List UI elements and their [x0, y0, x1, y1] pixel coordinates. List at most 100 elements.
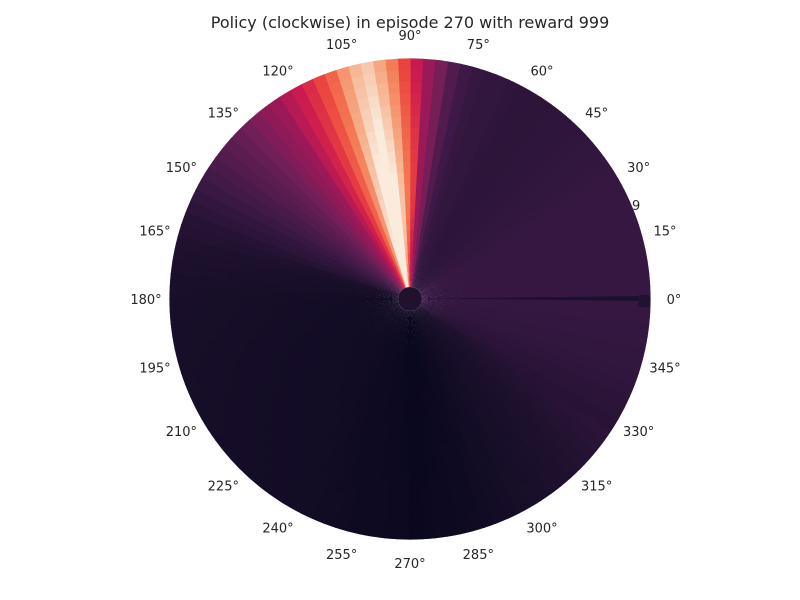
heatmap-cell	[272, 305, 285, 314]
heatmap-cell	[430, 282, 443, 290]
heatmap-cell	[338, 505, 355, 521]
heatmap-cell	[474, 320, 488, 329]
heatmap-cell	[478, 298, 491, 304]
heatmap-cell	[338, 77, 355, 93]
heatmap-cell	[474, 360, 488, 373]
heatmap-cell	[442, 329, 454, 341]
heatmap-cell	[501, 187, 516, 203]
heatmap-cell	[391, 242, 399, 256]
heatmap-cell	[386, 295, 399, 298]
heatmap-cell	[398, 493, 411, 506]
heatmap-cell	[416, 435, 427, 449]
heatmap-cell	[482, 367, 496, 381]
heatmap-cell	[389, 285, 400, 294]
heatmap-cell	[409, 413, 417, 426]
heatmap-cell	[239, 262, 254, 275]
heatmap-cell	[216, 267, 230, 281]
heatmap-cell	[409, 402, 417, 415]
heatmap-cell	[433, 293, 446, 297]
heatmap-cell	[364, 500, 379, 515]
heatmap-cell	[297, 235, 311, 248]
heatmap-cell	[183, 332, 198, 348]
heatmap-cell	[491, 336, 505, 347]
heatmap-cell	[308, 414, 323, 430]
heatmap-cell	[362, 191, 374, 205]
heatmap-cell	[525, 386, 541, 401]
heatmap-cell	[332, 342, 346, 354]
heatmap-cell	[340, 298, 353, 303]
heatmap-cell	[185, 200, 202, 218]
heatmap-cell	[352, 388, 364, 402]
heatmap-cell	[525, 217, 540, 231]
heatmap-cell	[397, 367, 403, 380]
heatmap-cell	[397, 253, 403, 266]
heatmap-cell	[352, 347, 364, 360]
heatmap-cell	[375, 302, 388, 307]
heatmap-cell	[371, 466, 384, 481]
heatmap-cell	[412, 310, 417, 323]
heatmap-cell	[415, 252, 420, 265]
heatmap-cell	[465, 421, 479, 436]
heatmap-cell	[477, 196, 490, 211]
heatmap-cell	[357, 193, 369, 208]
heatmap-cell	[409, 515, 423, 529]
heatmap-cell	[490, 226, 504, 239]
heatmap-cell	[409, 367, 415, 380]
heatmap-cell	[310, 350, 324, 362]
heatmap-cell	[404, 252, 409, 265]
heatmap-cell	[384, 258, 393, 270]
heatmap-cell	[418, 320, 425, 333]
heatmap-cell	[368, 275, 380, 284]
heatmap-cell	[431, 221, 440, 235]
heatmap-cell	[615, 298, 628, 311]
heatmap-cell	[419, 242, 426, 255]
heatmap-cell	[358, 233, 370, 246]
heatmap-cell	[430, 233, 439, 247]
heatmap-cell	[429, 310, 441, 319]
heatmap-cell	[417, 265, 423, 278]
heatmap-cell	[637, 273, 651, 288]
heatmap-cell	[393, 266, 401, 279]
heatmap-cell	[276, 223, 292, 237]
heatmap-cell	[556, 273, 570, 284]
heatmap-cell	[569, 280, 582, 292]
heatmap-cell	[366, 311, 379, 319]
heatmap-cell	[181, 309, 195, 324]
heatmap-cell	[467, 394, 480, 409]
heatmap-cell	[382, 259, 392, 271]
heatmap-cell	[338, 236, 351, 249]
heatmap-cell	[446, 216, 457, 230]
heatmap-cell	[472, 240, 485, 252]
heatmap-cell	[344, 355, 357, 368]
heatmap-cell	[363, 216, 374, 230]
heatmap-cell	[374, 297, 387, 300]
heatmap-cell	[353, 497, 368, 513]
heatmap-cell	[352, 286, 365, 292]
heatmap-cell	[404, 310, 409, 323]
heatmap-cell	[439, 316, 451, 325]
heatmap-cell	[317, 392, 331, 407]
heatmap-cell	[454, 508, 470, 524]
heatmap-cell	[337, 205, 350, 219]
heatmap-cell	[386, 244, 394, 257]
heatmap-cell	[279, 197, 295, 212]
heatmap-cell	[619, 239, 635, 255]
heatmap-cell	[369, 273, 381, 282]
heatmap-cell	[329, 427, 343, 443]
heatmap-cell	[409, 504, 422, 517]
heatmap-cell	[330, 313, 344, 321]
heatmap-cell	[472, 417, 486, 433]
heatmap-cell	[362, 464, 375, 479]
heatmap-cell	[289, 334, 304, 345]
heatmap-cell	[393, 319, 401, 332]
heatmap-cell	[340, 304, 354, 311]
heatmap-cell	[447, 204, 458, 218]
heatmap-cell	[449, 269, 462, 279]
heatmap-cell	[367, 313, 380, 321]
heatmap-cell	[330, 277, 344, 285]
heatmap-cell	[409, 81, 422, 94]
heatmap-cell	[395, 378, 402, 391]
heatmap-cell	[357, 390, 369, 405]
heatmap-cell	[400, 126, 411, 140]
heatmap-cell	[376, 306, 389, 312]
